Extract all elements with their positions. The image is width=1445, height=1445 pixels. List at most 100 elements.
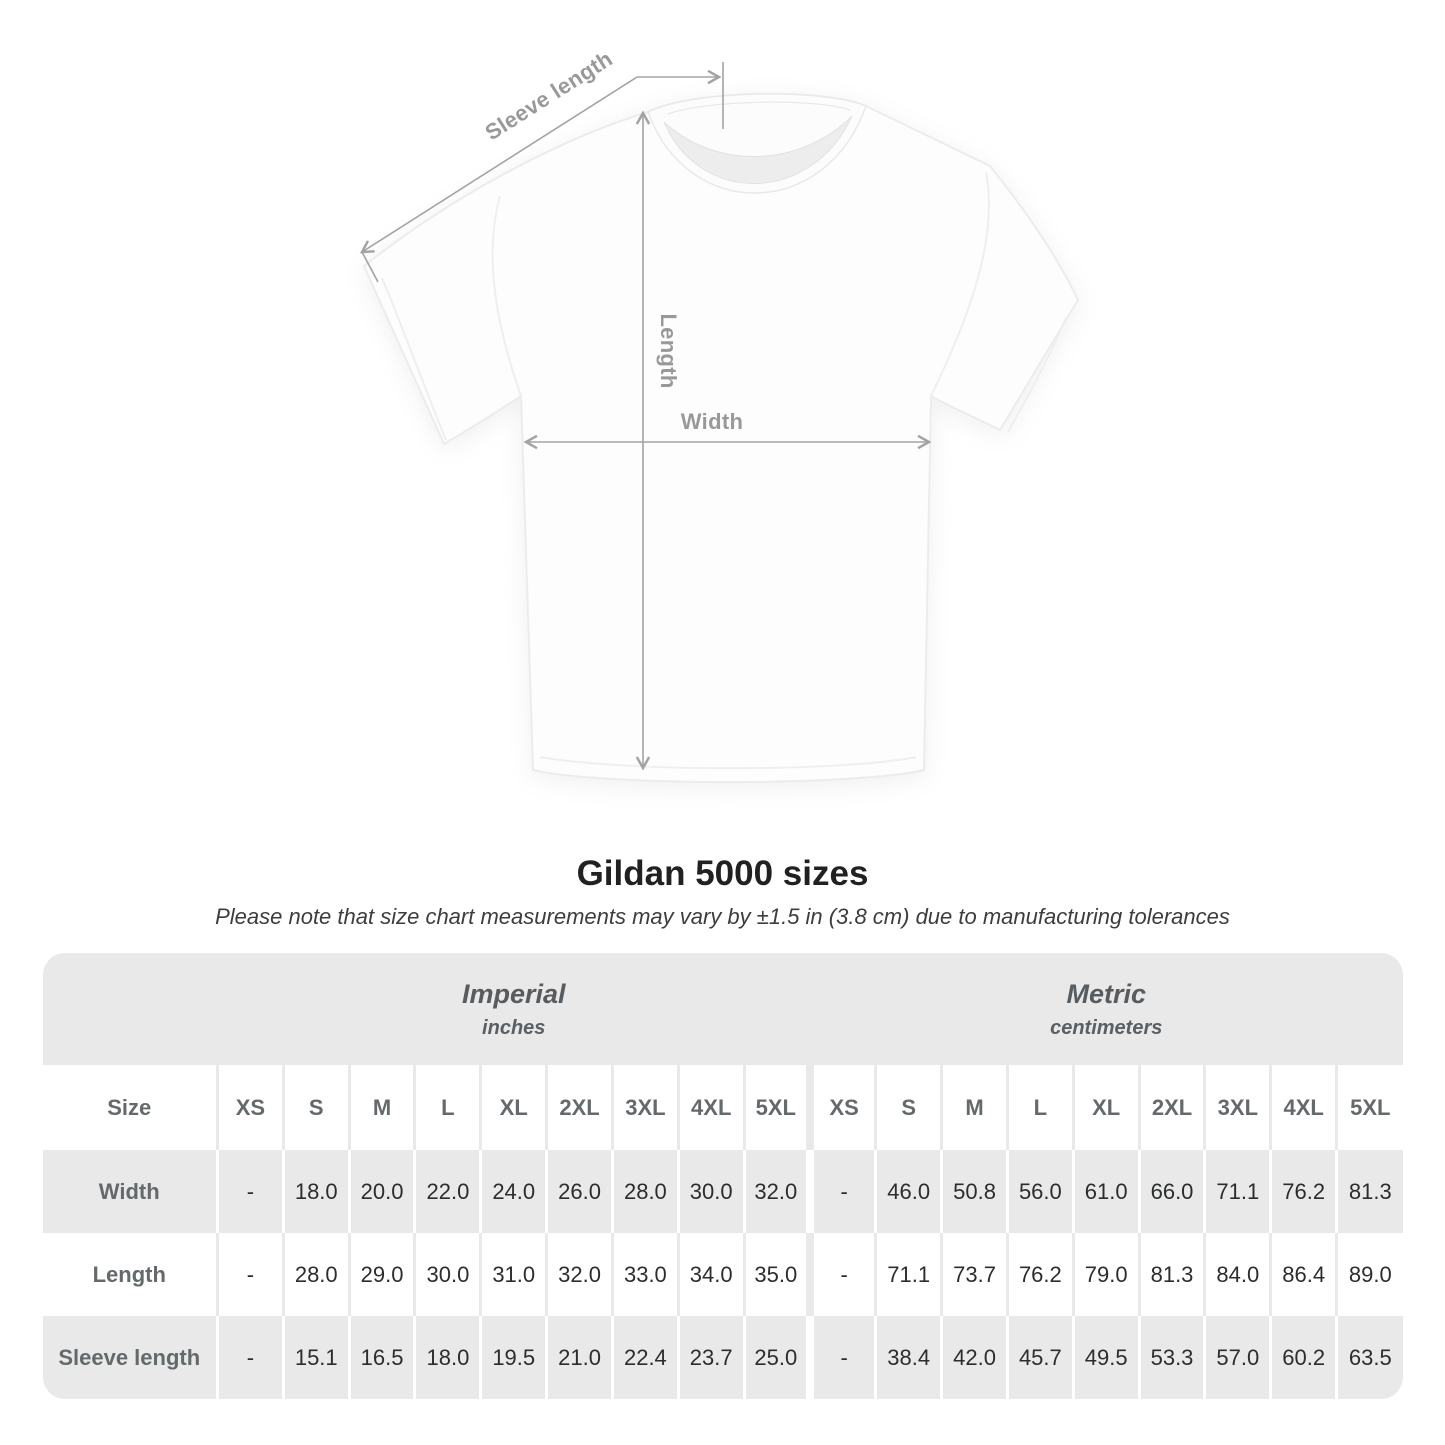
row-length: Length -28.0 29.0 30.0 31.0 32.0 33.0 34.0 35.0-… (43, 1233, 1403, 1317)
cell-sleeve-length-imperial-4xl: 23.7 (676, 1316, 745, 1400)
size-col-imperial-3xl: 3XL (610, 1065, 679, 1151)
length-label: Length (656, 313, 681, 389)
cell-length-metric-s: 71.1 (874, 1233, 942, 1317)
cell-width-metric-s: 46.0 (874, 1150, 942, 1234)
size-col-imperial-s: S (281, 1065, 350, 1151)
sleeve-length-arrow (359, 76, 638, 254)
cell-length-metric-xs: - (805, 1233, 876, 1317)
imperial-group-header: Imperial inches (217, 953, 810, 1066)
cell-length-metric-m: 73.7 (940, 1233, 1008, 1317)
cell-sleeve-length-metric-2xl: 53.3 (1137, 1316, 1205, 1400)
cell-sleeve-length-imperial-xl: 19.5 (479, 1316, 547, 1400)
row-label-sleeve-length: Sleeve length (42, 1316, 218, 1400)
tshirt-shape (362, 92, 1080, 783)
size-col-metric-4xl: 4XL (1269, 1065, 1337, 1151)
size-col-imperial-m: M (347, 1065, 415, 1151)
cell-width-metric-xs: - (805, 1150, 876, 1234)
imperial-group-unit: inches (482, 1016, 546, 1039)
cell-length-metric-xl: 79.0 (1071, 1233, 1140, 1317)
cell-sleeve-length-imperial-s: 15.1 (281, 1316, 350, 1400)
cell-sleeve-length-metric-l: 45.7 (1005, 1316, 1074, 1400)
collar-seam (667, 101, 851, 115)
left-cuff-seam (381, 277, 447, 441)
dimension-lines (359, 62, 932, 771)
cell-sleeve-length-metric-xs: - (805, 1316, 876, 1400)
cell-width-imperial-3xl: 28.0 (610, 1150, 679, 1234)
row-label-width: Width (42, 1150, 218, 1234)
cell-length-imperial-xs: - (216, 1233, 284, 1317)
cell-width-metric-xl: 61.0 (1071, 1150, 1140, 1234)
size-column-header: Size (42, 1065, 218, 1151)
unit-band-row: Imperial inches Metric centimeters (42, 953, 1403, 1066)
cell-sleeve-length-metric-3xl: 57.0 (1203, 1316, 1271, 1400)
cell-sleeve-length-metric-xl: 49.5 (1071, 1316, 1140, 1400)
cell-length-imperial-m: 29.0 (347, 1233, 415, 1317)
cell-length-imperial-2xl: 32.0 (545, 1233, 613, 1317)
size-col-metric-5xl: 5XL (1335, 1065, 1403, 1151)
cell-sleeve-length-imperial-l: 18.0 (413, 1316, 481, 1400)
cell-width-imperial-l: 22.0 (413, 1150, 481, 1234)
cell-width-metric-5xl: 81.3 (1335, 1150, 1403, 1234)
cell-length-metric-2xl: 81.3 (1137, 1233, 1205, 1317)
width-label: Width (680, 409, 744, 434)
cell-sleeve-length-metric-5xl: 63.5 (1335, 1316, 1403, 1400)
sleeve-extension-line (361, 251, 379, 283)
size-col-imperial-2xl: 2XL (545, 1065, 613, 1151)
size-table-body: Imperial inches Metric centimeters Size … (42, 953, 1403, 1400)
cell-length-metric-3xl: 84.0 (1203, 1233, 1271, 1317)
cell-sleeve-length-metric-4xl: 60.2 (1269, 1316, 1337, 1400)
size-col-metric-3xl: 3XL (1203, 1065, 1271, 1151)
cell-sleeve-length-metric-m: 42.0 (940, 1316, 1008, 1400)
size-col-metric-xl: XL (1071, 1065, 1140, 1151)
cell-sleeve-length-imperial-5xl: 25.0 (742, 1316, 810, 1400)
cell-width-imperial-4xl: 30.0 (676, 1150, 745, 1234)
metric-group-title: Metric (1066, 978, 1146, 1009)
size-header-row: Size XS S M L XL 2XL 3XL 4XL 5XL XS S M L XL 2XL 3XL 4XL… (42, 1065, 1403, 1151)
size-col-imperial-l: L (413, 1065, 481, 1151)
size-col-imperial-xl: XL (479, 1065, 547, 1151)
cell-sleeve-length-metric-s: 38.4 (874, 1316, 942, 1400)
size-col-metric-l: L (1005, 1065, 1074, 1151)
cell-width-metric-3xl: 71.1 (1203, 1150, 1271, 1234)
cell-sleeve-length-imperial-2xl: 21.0 (545, 1316, 613, 1400)
cell-length-imperial-4xl: 34.0 (676, 1233, 745, 1317)
size-table: Imperial inches Metric centimeters Size … (42, 953, 1403, 1400)
tolerance-note: Please note that size chart measurements… (215, 904, 1230, 930)
hem-seam (539, 756, 917, 770)
size-col-metric-s: S (874, 1065, 942, 1151)
cell-sleeve-length-imperial-3xl: 22.4 (610, 1316, 679, 1400)
cell-width-metric-m: 50.8 (940, 1150, 1008, 1234)
tshirt-diagram: Sleeve length Length Width (359, 46, 1080, 783)
cell-width-metric-2xl: 66.0 (1137, 1150, 1205, 1234)
size-col-imperial-4xl: 4XL (676, 1065, 745, 1151)
cell-length-imperial-xl: 31.0 (479, 1233, 547, 1317)
cell-length-imperial-s: 28.0 (281, 1233, 350, 1317)
page-title: Gildan 5000 sizes (576, 854, 869, 893)
size-col-imperial-xs: XS (216, 1065, 284, 1151)
cell-sleeve-length-imperial-m: 16.5 (347, 1316, 415, 1400)
cell-length-imperial-l: 30.0 (413, 1233, 481, 1317)
cell-width-imperial-s: 18.0 (281, 1150, 350, 1234)
size-col-metric-m: M (940, 1065, 1008, 1151)
metric-group-header: Metric centimeters (809, 953, 1403, 1066)
cell-length-imperial-3xl: 33.0 (610, 1233, 679, 1317)
cell-length-metric-5xl: 89.0 (1335, 1233, 1403, 1317)
cell-sleeve-length-imperial-xs: - (216, 1316, 284, 1400)
metric-group-unit: centimeters (1050, 1016, 1163, 1039)
row-width: Width -18.0 20.0 22.0 24.0 26.0 28.0 30.0 32.0-4… (42, 1150, 1403, 1234)
left-armhole-seam (491, 195, 522, 397)
right-armhole-seam (930, 171, 990, 397)
cell-length-metric-4xl: 86.4 (1269, 1233, 1337, 1317)
tshirt-illustration (359, 62, 1080, 783)
size-table-container: Imperial inches Metric centimeters Size … (42, 953, 1403, 1400)
right-cuff-seam (1007, 317, 1067, 433)
cell-width-imperial-xl: 24.0 (479, 1150, 547, 1234)
cell-length-imperial-5xl: 35.0 (742, 1233, 810, 1317)
row-sleeve-length: Sleeve length -15.1 16.5 18.0 19.5 21.0 22.4 23… (42, 1316, 1403, 1400)
cell-width-metric-l: 56.0 (1005, 1150, 1074, 1234)
tshirt-body (362, 92, 1080, 783)
band-corner-cell (42, 953, 218, 1066)
size-col-metric-2xl: 2XL (1137, 1065, 1205, 1151)
imperial-group-title: Imperial (461, 978, 566, 1009)
